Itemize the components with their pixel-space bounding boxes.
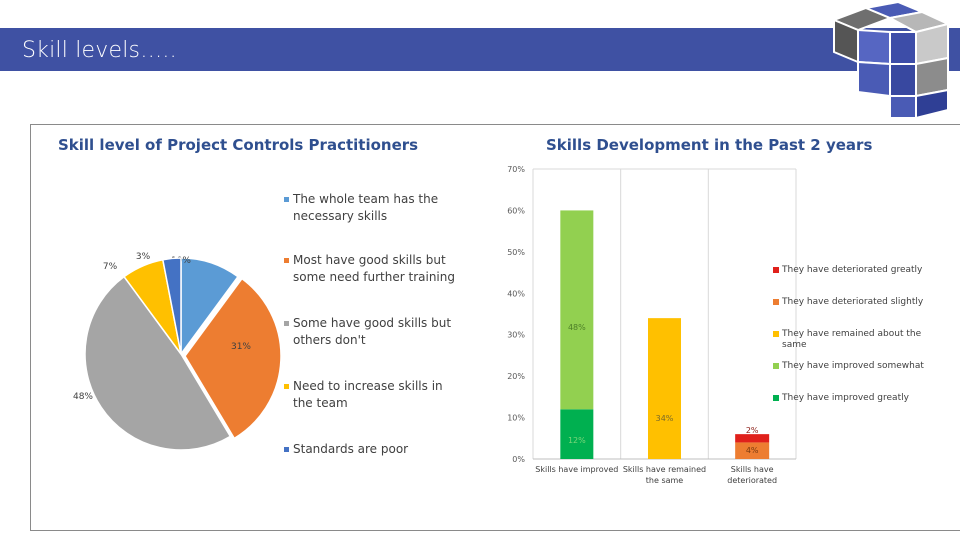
bar-data-label: 34% xyxy=(656,414,674,423)
bar-segment xyxy=(560,409,594,459)
pie-slice-some-good xyxy=(84,275,232,451)
pie-legend-swatch xyxy=(284,447,289,452)
bar-legend-item: They have deteriorated slightly xyxy=(782,297,924,307)
x-tick-label: Skills have improved xyxy=(535,465,618,474)
pie-data-label: 7% xyxy=(103,262,118,272)
pie-chart-title: Skill level of Project Controls Practiti… xyxy=(58,136,419,154)
bar-legend-item: They have remained about the same xyxy=(782,329,922,350)
cube-logo xyxy=(831,2,951,120)
bar-data-label: 4% xyxy=(746,446,759,455)
y-tick-label: 0% xyxy=(512,455,525,464)
bar-data-label: 2% xyxy=(746,426,759,435)
pie-legend-item: Some have good skills but others don't xyxy=(293,316,452,347)
x-tick-label: Skills have deteriorated xyxy=(727,465,777,485)
bar-segment xyxy=(735,434,770,443)
bar-legend-item: They have deteriorated greatly xyxy=(782,265,923,275)
pie-legend-swatch xyxy=(284,197,289,202)
bar-legend-swatch xyxy=(773,299,779,305)
title-banner: Skill levels….. xyxy=(0,28,960,71)
bar-data-label: 48% xyxy=(568,323,586,332)
x-tick-label: Skills have remained the same xyxy=(623,465,706,485)
y-tick-label: 20% xyxy=(507,372,525,381)
pie-legend-swatch xyxy=(284,384,289,389)
pie-legend-item: Most have good skills but some need furth… xyxy=(293,253,455,284)
stacked-bar-chart: 0% 10% 20% 30% 40% 50% 60% 70% Skills have impro… xyxy=(507,165,797,485)
charts-frame: Skill level of Project Controls Practiti… xyxy=(30,124,960,531)
y-tick-label: 10% xyxy=(507,414,525,423)
y-tick-label: 30% xyxy=(507,331,525,340)
pie-slice-standards-poor xyxy=(161,257,182,355)
pie-legend-item: The whole team has the necessary skills xyxy=(293,192,439,223)
y-tick-label: 70% xyxy=(507,165,525,174)
bar-legend-swatch xyxy=(773,395,779,401)
pie-data-label: 31% xyxy=(231,342,251,352)
bar-segment xyxy=(648,318,681,459)
y-tick-label: 40% xyxy=(507,289,525,298)
pie-legend-item: Standards are poor xyxy=(293,442,409,456)
bar-legend-swatch xyxy=(773,363,779,369)
bar-segment xyxy=(735,442,770,459)
bar-legend-swatch xyxy=(773,331,779,337)
slide-title: Skill levels….. xyxy=(22,38,177,63)
bar-legend-item: They have improved greatly xyxy=(782,393,909,403)
pie-legend-swatch xyxy=(284,321,289,326)
pie-data-label: 48% xyxy=(73,392,93,402)
bar-legend-item: They have improved somewhat xyxy=(782,361,924,371)
bar-chart-title: Skills Development in the Past 2 years xyxy=(546,136,873,154)
pie-chart: 10%31%48%7%3% xyxy=(73,252,282,451)
bar-data-label: 12% xyxy=(568,436,586,445)
bar-legend-swatch xyxy=(773,267,779,273)
y-tick-label: 50% xyxy=(507,248,525,257)
pie-data-label: 3% xyxy=(136,252,151,262)
pie-legend-swatch xyxy=(284,258,289,263)
pie-slice-most-good xyxy=(184,277,282,440)
bar-segment xyxy=(560,210,594,410)
y-tick-label: 60% xyxy=(507,206,525,215)
pie-legend-item: Need to increase skills in the team xyxy=(293,379,443,410)
